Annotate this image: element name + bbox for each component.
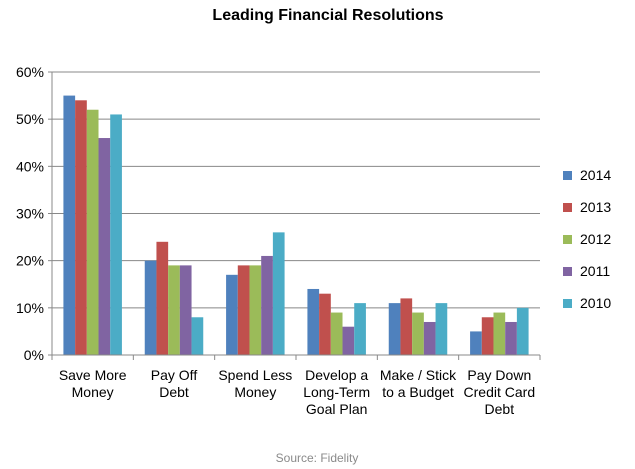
y-tick-label: 40%: [16, 158, 44, 174]
bar-2011: [342, 326, 355, 355]
y-tick-label: 50%: [16, 111, 44, 127]
bar-2013: [400, 298, 413, 355]
category-label: Spend Less Money: [218, 367, 292, 400]
y-tick-label: 10%: [16, 300, 44, 316]
bar-2010: [354, 303, 366, 355]
category-label: Pay Down Credit Card Debt: [464, 367, 536, 417]
bar-2014: [226, 274, 238, 355]
grid: [52, 71, 540, 309]
y-tick-label: 30%: [16, 206, 44, 222]
bar-2012: [86, 109, 99, 355]
bar-2010: [110, 114, 122, 355]
legend-label-2010: 2010: [580, 295, 611, 311]
bar-2012: [330, 312, 343, 355]
legend-swatch-2014: [563, 171, 572, 180]
source-note: Source: Fidelity: [276, 451, 359, 465]
bar-2012: [168, 265, 180, 355]
bar-2013: [156, 241, 169, 355]
bar-2011: [179, 265, 192, 355]
bar-2014: [144, 260, 157, 355]
y-axis-ticks: 0% 10% 20% 30% 40% 50% 60%: [16, 64, 44, 363]
bar-2012: [493, 312, 506, 355]
bar-2011: [261, 255, 273, 355]
axes: [48, 71, 541, 360]
bar-2010: [191, 317, 204, 355]
bar-2014: [388, 303, 401, 355]
bar-2014: [470, 331, 482, 355]
legend-swatch-2012: [563, 235, 572, 244]
bar-2010: [272, 232, 285, 355]
y-tick-label: 20%: [16, 253, 44, 269]
chart-title: Leading Financial Resolutions: [212, 7, 443, 24]
bar-2011: [98, 138, 111, 355]
legend-label-2012: 2012: [580, 231, 611, 247]
legend-label-2011: 2011: [580, 263, 610, 279]
category-label: Pay Off Debt: [151, 367, 198, 400]
bar-2012: [249, 265, 262, 355]
legend-swatch-2010: [563, 299, 572, 308]
category-label: Make / Stick to a Budget: [380, 367, 457, 400]
bar-2014: [307, 288, 320, 355]
bar-2010: [516, 307, 529, 355]
y-tick-label: 0%: [24, 347, 44, 363]
bar-2011: [505, 321, 517, 355]
bar-2012: [412, 312, 424, 355]
bar-2010: [435, 303, 448, 355]
bar-2013: [237, 265, 250, 355]
category-labels: Save More Money Pay Off Debt Spend Less Money…: [59, 367, 535, 417]
legend: 2014 2013 2012 2011 2010: [563, 167, 611, 311]
legend-label-2013: 2013: [580, 199, 611, 215]
bar-2014: [63, 95, 76, 355]
bar-2013: [319, 293, 331, 355]
legend-swatch-2013: [563, 203, 572, 212]
legend-label-2014: 2014: [580, 167, 611, 183]
y-tick-label: 60%: [16, 64, 44, 80]
bar-2011: [423, 321, 436, 355]
category-label: Develop a Long-Term Goal Plan: [303, 367, 370, 417]
legend-swatch-2011: [563, 267, 572, 276]
bar-2013: [481, 317, 494, 355]
bars: [63, 95, 529, 355]
bar-2013: [75, 100, 87, 355]
category-label: Save More Money: [59, 367, 127, 400]
